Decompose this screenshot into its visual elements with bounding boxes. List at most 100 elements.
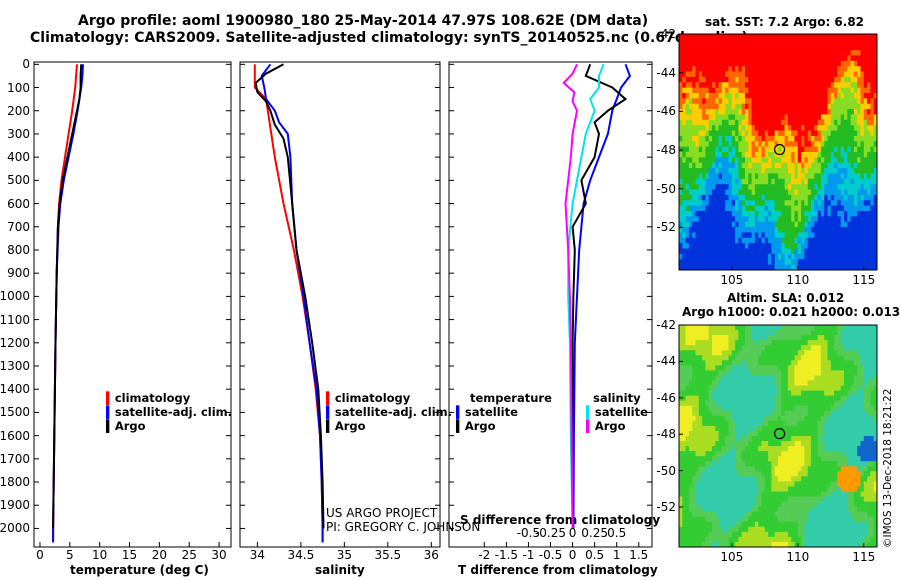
map-cell <box>702 109 706 115</box>
map-cell <box>867 325 871 331</box>
map-cell <box>741 446 746 452</box>
map-cell <box>708 93 713 99</box>
map-cell <box>860 436 865 442</box>
map-cell <box>728 248 733 255</box>
map-cell <box>695 360 700 366</box>
map-cell <box>824 39 828 46</box>
map-cell <box>797 400 802 407</box>
map-cell <box>860 237 865 244</box>
map-cell <box>754 405 759 412</box>
map-cell <box>738 461 743 467</box>
map-cell <box>827 430 832 437</box>
map-cell <box>728 451 733 457</box>
map-cell <box>834 200 838 207</box>
map-cell <box>698 466 703 472</box>
map-cell <box>847 360 851 366</box>
map-cell <box>735 385 739 391</box>
map-cell <box>721 355 726 361</box>
map-cell <box>817 400 822 407</box>
map-cell <box>715 237 719 244</box>
map-cell <box>817 410 822 417</box>
map-cell <box>738 325 743 331</box>
map-cell <box>745 119 749 126</box>
map-cell <box>708 125 713 131</box>
map-cell <box>682 162 686 169</box>
map-cell <box>735 168 739 174</box>
map-cell <box>758 211 762 217</box>
map-cell <box>741 66 746 72</box>
map-cell <box>751 76 756 83</box>
map-cell <box>761 93 766 99</box>
map-cell <box>698 114 703 121</box>
map-cell <box>748 76 752 83</box>
map-cell <box>853 370 858 376</box>
map-cell <box>768 114 772 121</box>
map-cell <box>728 168 733 174</box>
map-cell <box>748 119 752 126</box>
map-cell <box>824 420 828 427</box>
map-cell <box>847 135 851 142</box>
map-cell <box>817 93 822 99</box>
map-cell <box>824 395 828 402</box>
map-cell <box>811 325 815 331</box>
map-cell <box>728 410 733 417</box>
map-cell <box>784 135 789 142</box>
map-cell <box>850 103 855 110</box>
map-cell <box>857 264 861 271</box>
map-cell <box>735 184 739 190</box>
map-cell <box>870 264 875 271</box>
map-cell <box>741 335 746 341</box>
map-cell <box>738 436 743 442</box>
map-cell <box>807 466 812 472</box>
map-cell <box>748 221 752 228</box>
map-cell <box>791 430 795 437</box>
map-cell <box>784 168 789 174</box>
map-cell <box>863 395 868 402</box>
map-cell <box>804 211 809 217</box>
map-cell <box>735 456 739 462</box>
map-cell <box>794 34 799 40</box>
map-cell <box>784 350 789 356</box>
map-cell <box>847 415 851 422</box>
map-cell <box>679 221 683 228</box>
map-cell <box>811 168 815 174</box>
map-cell <box>787 350 792 356</box>
map-cell <box>840 141 845 148</box>
map-cell <box>715 335 719 341</box>
map-cell <box>863 461 868 467</box>
map-cell <box>718 50 723 56</box>
map-cell <box>824 232 828 239</box>
map-cell <box>698 162 703 169</box>
map-cell <box>873 420 878 427</box>
map-cell <box>688 365 693 371</box>
map-cell <box>787 200 792 207</box>
map-cell <box>688 216 693 223</box>
map-cell <box>840 157 845 164</box>
map-cell <box>771 168 776 174</box>
map-cell <box>728 335 733 341</box>
map-cell <box>801 184 805 190</box>
map-cell <box>837 496 842 502</box>
map-cell <box>705 82 710 89</box>
map-cell <box>850 375 855 381</box>
map-cell <box>764 60 769 67</box>
map-cell <box>797 109 802 115</box>
map-cell <box>725 216 729 223</box>
map-cell <box>860 486 865 492</box>
map-cell <box>692 44 696 51</box>
map-cell <box>718 400 723 407</box>
map-cell <box>721 415 726 422</box>
map-cell <box>830 264 835 271</box>
map-cell <box>688 501 693 508</box>
map-cell <box>820 461 825 467</box>
map-cell <box>685 76 690 83</box>
map-cell <box>708 375 713 381</box>
map-cell <box>814 441 818 447</box>
map-cell <box>708 55 713 62</box>
map-cell <box>705 227 710 233</box>
map-cell <box>787 34 792 40</box>
map-cell <box>824 436 828 442</box>
map-cell <box>698 39 703 46</box>
map-cell <box>784 365 789 371</box>
map-cell <box>705 441 710 447</box>
